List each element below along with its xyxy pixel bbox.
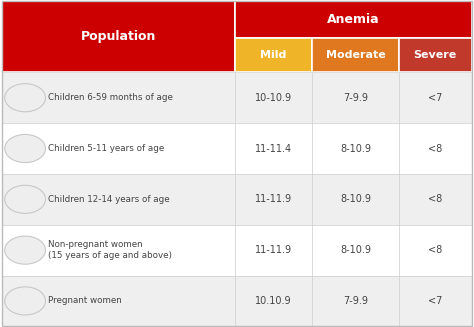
FancyBboxPatch shape	[399, 225, 472, 276]
FancyBboxPatch shape	[2, 276, 235, 326]
FancyBboxPatch shape	[312, 276, 399, 326]
FancyBboxPatch shape	[2, 1, 235, 72]
Text: 11-11.9: 11-11.9	[255, 194, 292, 204]
Text: Anemia: Anemia	[327, 13, 380, 26]
Text: Mild: Mild	[260, 50, 287, 60]
FancyBboxPatch shape	[399, 123, 472, 174]
FancyBboxPatch shape	[235, 225, 312, 276]
Text: 11-11.9: 11-11.9	[255, 245, 292, 255]
Text: Population: Population	[81, 30, 156, 43]
FancyBboxPatch shape	[312, 72, 399, 123]
FancyBboxPatch shape	[2, 225, 235, 276]
FancyBboxPatch shape	[399, 72, 472, 123]
Text: 11-11.4: 11-11.4	[255, 144, 292, 153]
Circle shape	[5, 287, 46, 315]
FancyBboxPatch shape	[2, 123, 235, 174]
Text: 8-10.9: 8-10.9	[340, 194, 371, 204]
FancyBboxPatch shape	[312, 174, 399, 225]
Text: Severe: Severe	[414, 50, 457, 60]
FancyBboxPatch shape	[312, 123, 399, 174]
Text: <8: <8	[428, 194, 442, 204]
FancyBboxPatch shape	[2, 72, 235, 123]
Text: Children 12-14 years of age: Children 12-14 years of age	[48, 195, 169, 204]
Text: 7-9.9: 7-9.9	[343, 296, 368, 306]
FancyBboxPatch shape	[235, 38, 312, 72]
Text: Moderate: Moderate	[326, 50, 385, 60]
FancyBboxPatch shape	[235, 174, 312, 225]
FancyBboxPatch shape	[235, 123, 312, 174]
FancyBboxPatch shape	[2, 174, 235, 225]
Text: <8: <8	[428, 245, 442, 255]
Text: <7: <7	[428, 93, 442, 103]
Text: 10-10.9: 10-10.9	[255, 93, 292, 103]
Text: <8: <8	[428, 144, 442, 153]
Text: <7: <7	[428, 296, 442, 306]
Circle shape	[5, 185, 46, 214]
FancyBboxPatch shape	[399, 174, 472, 225]
Text: 10.10.9: 10.10.9	[255, 296, 292, 306]
FancyBboxPatch shape	[235, 1, 472, 38]
Circle shape	[5, 134, 46, 163]
FancyBboxPatch shape	[235, 276, 312, 326]
FancyBboxPatch shape	[312, 38, 399, 72]
Text: Children 5-11 years of age: Children 5-11 years of age	[48, 144, 164, 153]
FancyBboxPatch shape	[399, 38, 472, 72]
FancyBboxPatch shape	[235, 72, 312, 123]
Text: Children 6-59 months of age: Children 6-59 months of age	[48, 93, 173, 102]
Circle shape	[5, 236, 46, 264]
FancyBboxPatch shape	[312, 225, 399, 276]
Text: Non-pregnant women
(15 years of age and above): Non-pregnant women (15 years of age and …	[48, 240, 172, 260]
Text: Pregnant women: Pregnant women	[48, 297, 121, 305]
Text: 7-9.9: 7-9.9	[343, 93, 368, 103]
Circle shape	[5, 84, 46, 112]
Text: 8-10.9: 8-10.9	[340, 245, 371, 255]
Text: 8-10.9: 8-10.9	[340, 144, 371, 153]
FancyBboxPatch shape	[399, 276, 472, 326]
